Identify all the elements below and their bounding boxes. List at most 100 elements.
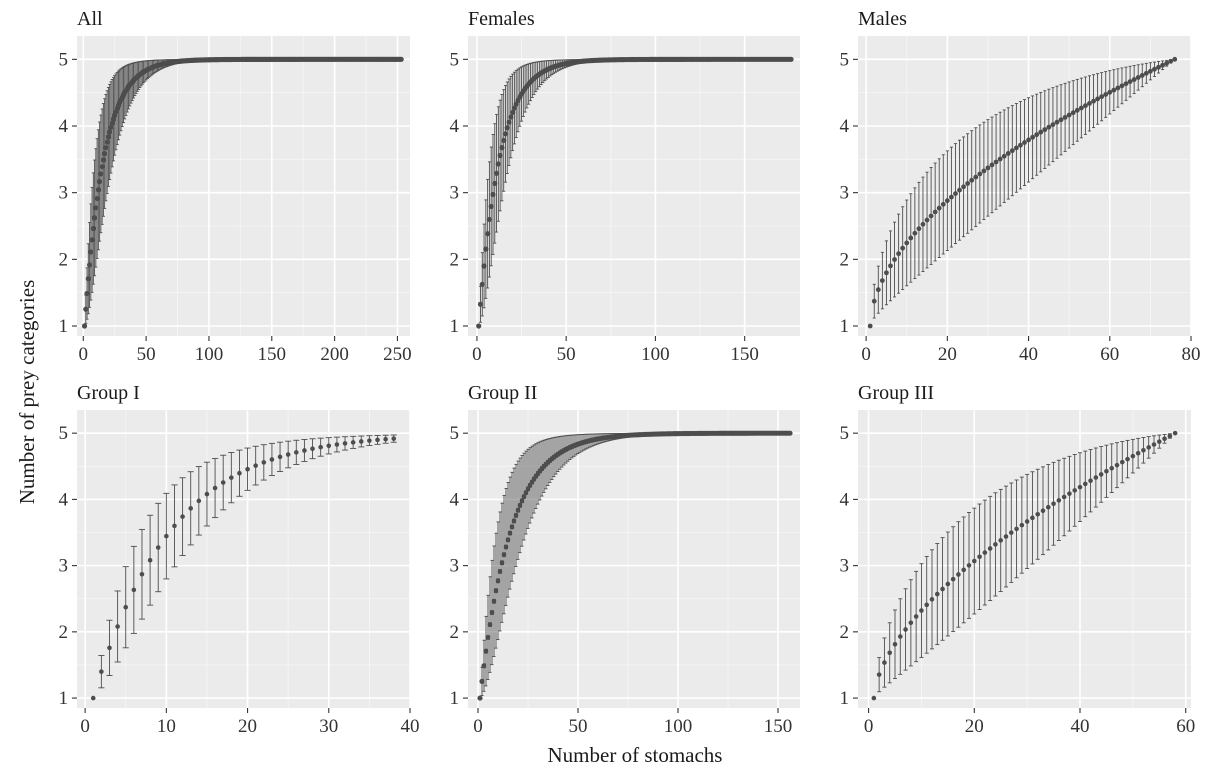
- data-point: [920, 221, 926, 227]
- data-point: [342, 441, 348, 446]
- data-point: [521, 493, 527, 500]
- y-tick-label: 3: [59, 183, 69, 204]
- data-point: [1143, 70, 1149, 76]
- x-tick-label: 0: [79, 344, 89, 365]
- data-point: [1050, 122, 1056, 128]
- data-point: [924, 217, 930, 223]
- panel-males: 0 20 40 60 80 1 2 3 4 5 Males: [840, 8, 1201, 365]
- plot-background: [77, 410, 410, 708]
- data-point: [164, 533, 169, 539]
- data-point: [105, 134, 112, 140]
- data-point: [919, 608, 924, 613]
- data-point: [90, 225, 96, 232]
- data-point: [99, 669, 104, 674]
- x-tick-label: 150: [730, 344, 759, 365]
- data-point: [139, 571, 145, 577]
- data-point: [900, 245, 906, 251]
- x-tick-label: 50: [137, 344, 156, 365]
- data-point: [107, 129, 113, 135]
- data-point: [876, 672, 882, 677]
- data-point: [965, 181, 971, 186]
- panel-females: 0 50 100 150 1 2 3 4 5 Females: [450, 8, 800, 365]
- data-point: [1013, 145, 1019, 151]
- data-point: [391, 436, 397, 441]
- x-tick-label: 50: [557, 344, 576, 365]
- data-point: [476, 323, 482, 329]
- data-point: [277, 454, 283, 460]
- data-point: [977, 554, 982, 560]
- data-point: [98, 171, 104, 177]
- y-tick-label: 4: [450, 116, 460, 137]
- data-point: [499, 560, 505, 566]
- data-point: [1067, 491, 1072, 496]
- data-point: [84, 290, 90, 297]
- data-point: [997, 156, 1003, 162]
- data-point: [229, 475, 234, 480]
- data-point: [1109, 465, 1115, 471]
- data-point: [94, 195, 100, 202]
- data-point: [888, 263, 893, 269]
- data-point: [508, 114, 514, 120]
- data-point: [511, 518, 517, 524]
- data-point: [957, 187, 962, 193]
- data-point: [985, 165, 991, 171]
- data-point: [908, 235, 914, 241]
- data-point: [1152, 66, 1157, 72]
- data-point: [503, 544, 509, 550]
- data-point: [1087, 101, 1092, 106]
- data-point: [91, 215, 98, 221]
- data-point: [1104, 468, 1109, 474]
- y-tick-label: 1: [450, 688, 460, 709]
- data-point: [977, 171, 983, 177]
- data-point: [212, 485, 218, 491]
- y-tick-label: 2: [59, 622, 69, 643]
- data-point: [787, 430, 793, 436]
- data-point: [934, 591, 940, 597]
- data-point: [1058, 117, 1064, 123]
- panel-title: Group II: [468, 382, 537, 404]
- data-point: [1156, 439, 1162, 444]
- data-point: [497, 152, 503, 159]
- data-point: [973, 174, 979, 180]
- y-tick-label: 4: [59, 116, 69, 137]
- x-tick-label: 150: [258, 344, 287, 365]
- data-point: [86, 262, 93, 268]
- data-point: [1098, 472, 1104, 477]
- data-point: [479, 281, 485, 287]
- data-point: [1114, 462, 1120, 468]
- data-point: [1115, 85, 1121, 91]
- data-point: [375, 437, 380, 443]
- data-point: [1074, 107, 1080, 113]
- data-point: [1093, 475, 1099, 480]
- data-point: [506, 119, 512, 125]
- data-point: [483, 648, 489, 654]
- data-point: [489, 609, 495, 616]
- data-point: [485, 634, 491, 641]
- data-point: [956, 572, 961, 577]
- y-tick-label: 3: [450, 183, 460, 204]
- data-point: [1051, 501, 1056, 507]
- data-point: [1061, 494, 1067, 500]
- x-tick-label: 10: [157, 716, 176, 737]
- y-tick-label: 5: [840, 49, 850, 70]
- data-point: [966, 563, 972, 568]
- data-point: [1111, 87, 1117, 93]
- data-point: [83, 306, 89, 312]
- data-point: [497, 568, 503, 575]
- data-point: [1070, 110, 1076, 116]
- data-point: [515, 507, 521, 513]
- data-point: [1123, 81, 1129, 87]
- x-tick-label: 0: [861, 344, 871, 365]
- data-point: [1082, 481, 1088, 487]
- data-point: [485, 231, 491, 237]
- data-point: [989, 162, 995, 168]
- y-tick-label: 4: [840, 116, 850, 137]
- data-point: [1119, 83, 1125, 89]
- data-point: [1066, 112, 1072, 118]
- data-point: [318, 444, 323, 450]
- panel-group-iii: 0 20 40 60 1 2 3 4 5 Group III: [840, 382, 1196, 737]
- data-point: [1172, 430, 1178, 436]
- data-point: [1135, 75, 1141, 80]
- data-point: [788, 56, 794, 62]
